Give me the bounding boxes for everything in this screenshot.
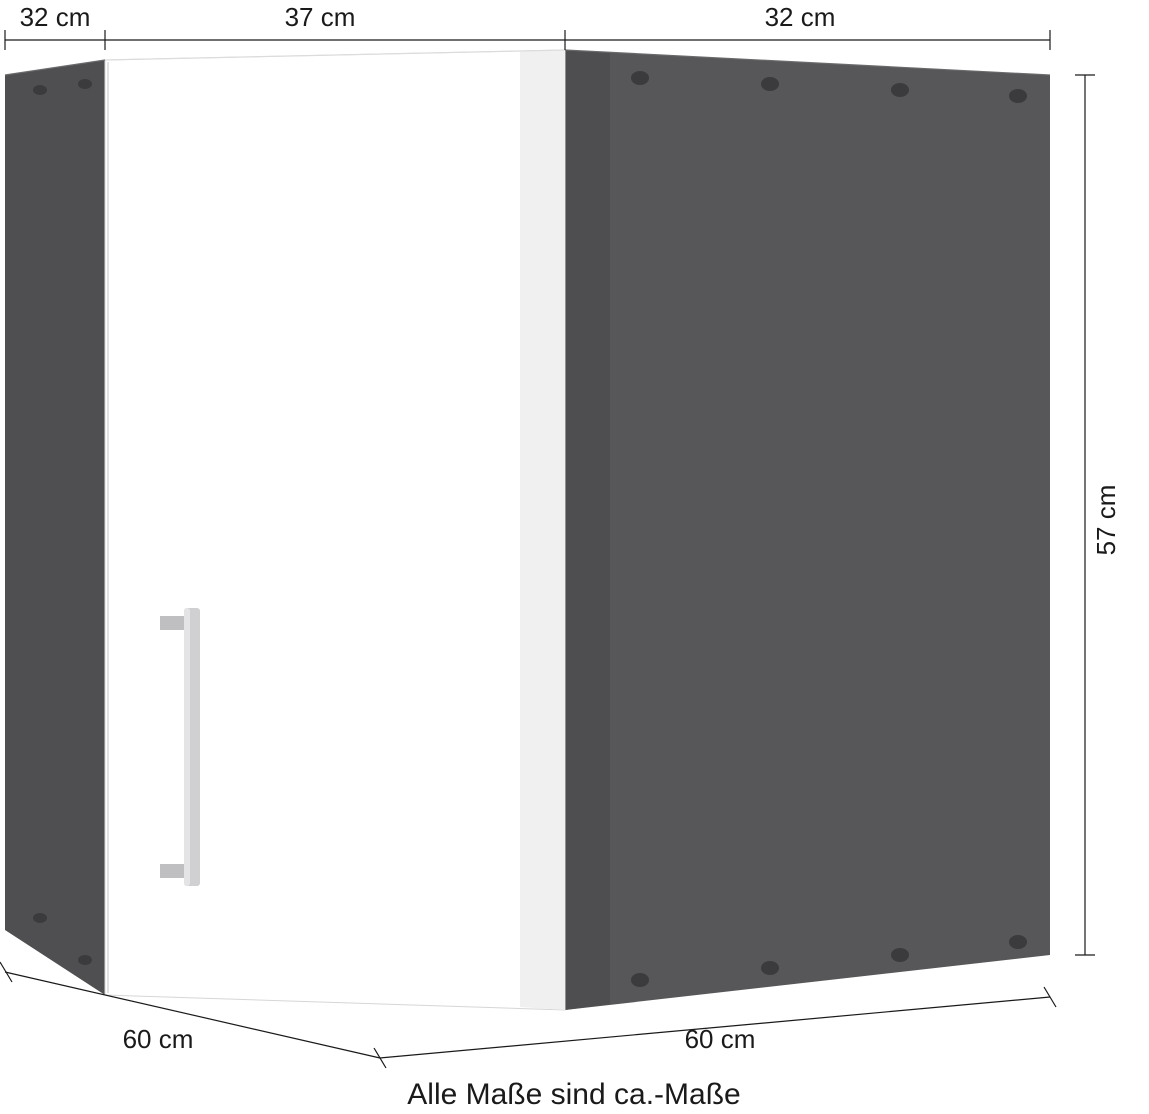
caption-text: Alle Maße sind ca.-Maße — [407, 1078, 740, 1111]
cabinet-door-shade — [520, 50, 565, 1010]
left-side-panel — [5, 60, 105, 995]
top-dimensions: 32 cm 37 cm 32 cm — [5, 2, 1050, 50]
dim-height-label: 57 cm — [1091, 485, 1121, 556]
dim-top-mid-label: 37 cm — [285, 2, 356, 32]
height-dimension: 57 cm — [1075, 75, 1121, 955]
dim-top-left-label: 32 cm — [20, 2, 91, 32]
dim-top-right-label: 32 cm — [765, 2, 836, 32]
dimension-diagram: 32 cm 37 cm 32 cm 57 cm 60 cm 60 cm Alle… — [0, 0, 1149, 1114]
right-side-panel — [565, 50, 1050, 1010]
right-side-panel-shade — [565, 50, 610, 1010]
dim-bottom-right-label: 60 cm — [685, 1024, 756, 1054]
dim-bottom-left-label: 60 cm — [123, 1024, 194, 1054]
